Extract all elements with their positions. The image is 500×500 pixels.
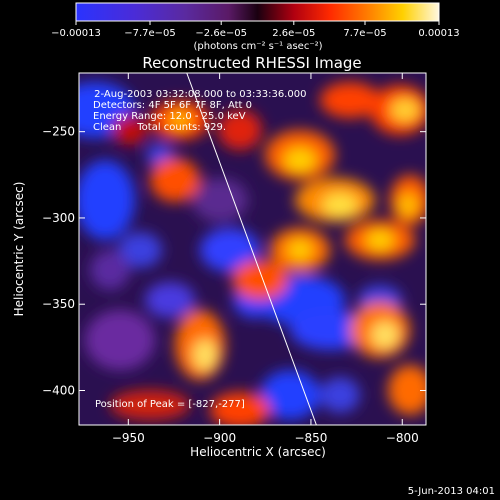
y-axis-label: Heliocentric Y (arcsec): [12, 182, 26, 317]
annotation-block: 2-Aug-2003 03:32:08.000 to 03:33:36.000 …: [91, 89, 306, 133]
heatmap-blob: [192, 178, 248, 222]
heatmap-blob: [398, 193, 418, 217]
heatmap-blob: [366, 230, 394, 250]
solar-limb-line: [186, 73, 317, 425]
heatmap-blob: [390, 98, 420, 122]
heatmap-blob: [118, 232, 162, 268]
colorbar-tick-label: −0.00013: [51, 28, 101, 39]
heatmap-blob: [322, 193, 358, 217]
colorbar: −0.00013 −7.7e−05 −2.6e−05 2.6e−05 7.7e−05 0.…: [51, 2, 460, 52]
colorbar-tick-label: 7.7e−05: [343, 28, 386, 39]
plot-area: −950 −900 −850 −800 −250 −300 −350 −400: [42, 72, 427, 445]
colorbar-tick-label: −7.7e−05: [124, 28, 176, 39]
heatmap-blob: [232, 260, 288, 300]
heatmap-blob: [371, 321, 399, 349]
x-tick-label: −950: [112, 431, 145, 445]
heatmap-blob: [79, 160, 135, 240]
heatmap-blob: [168, 110, 192, 130]
heatmap-blob: [90, 250, 130, 290]
heatmap-blob: [284, 148, 316, 172]
heatmap-blob: [290, 310, 370, 350]
heatmap-blob: [200, 228, 260, 272]
heatmap-blob: [145, 282, 195, 318]
colorbar-ticks: −0.00013 −7.7e−05 −2.6e−05 2.6e−05 7.7e−05 0.…: [51, 21, 460, 39]
plot-frame: [78, 72, 427, 426]
annotation-energy-range: Energy Range: 12.0 - 25.0 keV: [93, 111, 246, 122]
peak-position-label: Position of Peak = [-827,-277]: [95, 399, 245, 410]
heatmap-blob: [150, 158, 200, 202]
x-tick-label: −850: [294, 431, 327, 445]
heatmap-blob: [210, 392, 270, 425]
heatmap-blob: [193, 339, 217, 371]
colorbar-tick-label: 0.00013: [418, 28, 459, 39]
footer-date: 5-Jun-2013 04:01: [408, 486, 495, 497]
heatmap-blob: [288, 240, 312, 260]
x-tick-label: −800: [386, 431, 419, 445]
y-axis-ticks: −250 −300 −350 −400: [42, 125, 426, 397]
y-tick-label: −400: [42, 383, 75, 397]
x-axis-ticks: −950 −900 −850 −800: [112, 73, 419, 445]
chart-title: Reconstructed RHESSI Image: [142, 54, 361, 72]
colorbar-tick-label: −2.6e−05: [195, 28, 247, 39]
heatmap-blob: [320, 377, 360, 413]
annotation-time-range: 2-Aug-2003 03:32:08.000 to 03:33:36.000: [91, 89, 306, 100]
colorbar-unit-label: (photons cm⁻² s⁻¹ asec⁻²): [193, 41, 322, 52]
heatmap-blob: [320, 82, 380, 118]
colorbar-gradient: [75, 2, 440, 22]
annotation-clean-counts: Clean Total counts: 929.: [93, 122, 226, 133]
x-tick-label: −900: [203, 431, 236, 445]
x-axis-label: Heliocentric X (arcsec): [190, 445, 326, 459]
y-tick-label: −300: [42, 211, 75, 225]
heatmap-blob: [260, 370, 320, 420]
heatmap-blob: [110, 390, 190, 420]
colorbar-tick-label: 2.6e−05: [272, 28, 315, 39]
y-tick-label: −350: [42, 297, 75, 311]
heatmap-blobs: [79, 82, 426, 425]
heatmap-blob: [388, 365, 426, 415]
heatmap-blob: [112, 115, 148, 145]
heatmap-blob: [85, 310, 155, 370]
y-tick-label: −250: [42, 125, 75, 139]
annotation-detectors: Detectors: 4F 5F 6F 7F 8F, Att 0: [93, 100, 252, 111]
heatmap-blob: [218, 110, 262, 150]
